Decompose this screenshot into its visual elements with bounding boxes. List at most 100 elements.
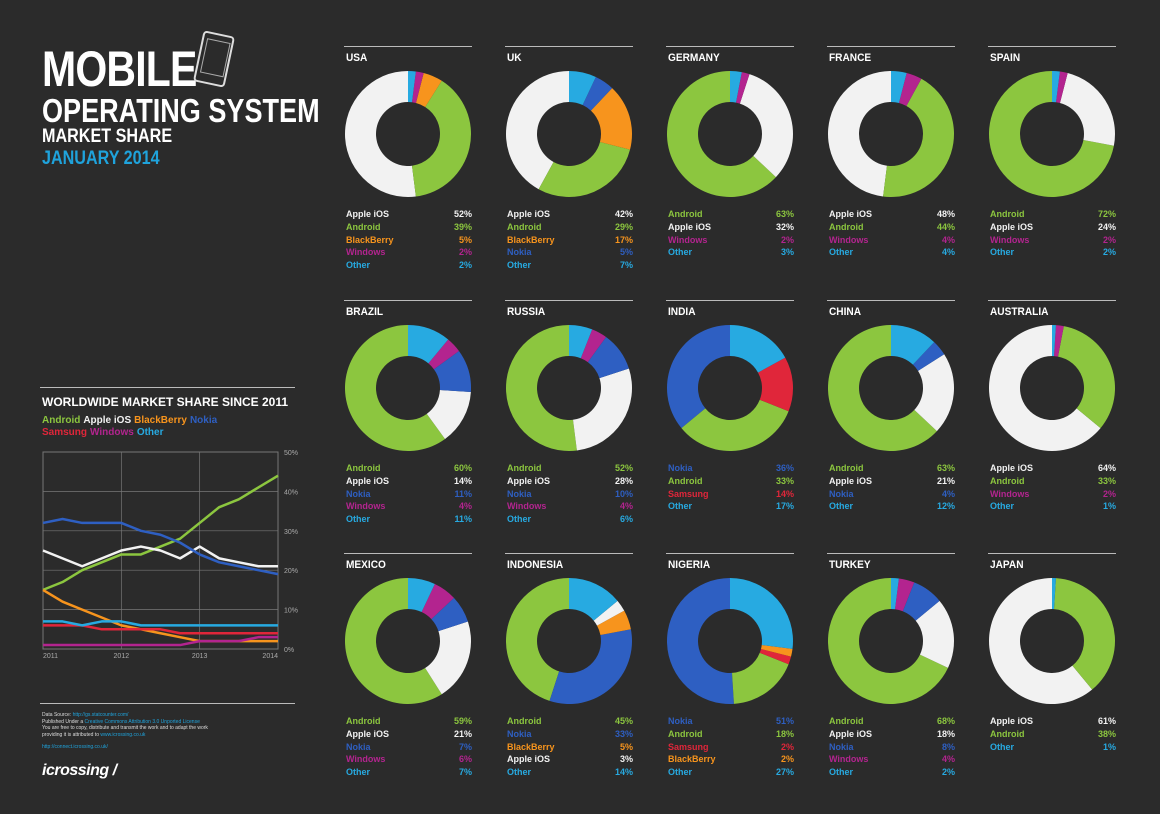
share-row: Apple iOS 14% xyxy=(346,475,472,488)
slice-android xyxy=(732,652,789,704)
divider xyxy=(505,46,633,47)
share-label: Other xyxy=(346,767,371,778)
y-tick-label: 10% xyxy=(284,608,298,615)
share-list: Android 52% Apple iOS 28% Nokia 10% Windows 4% O… xyxy=(507,462,633,526)
share-row: Nokia 8% xyxy=(829,741,955,754)
share-row: Apple iOS 64% xyxy=(990,462,1116,475)
share-label: Android xyxy=(990,209,1025,219)
share-value: 44% xyxy=(936,221,955,232)
share-value: 2% xyxy=(780,234,794,245)
share-label: Apple iOS xyxy=(829,475,873,486)
credit-connect-link[interactable]: http://connect.icrossing.co.uk/ xyxy=(42,744,108,750)
share-row: Samsung 2% xyxy=(668,741,794,754)
share-value: 32% xyxy=(775,221,794,232)
slice-other xyxy=(730,578,793,649)
slice-other xyxy=(891,71,907,104)
slice-samsung xyxy=(759,648,792,665)
slice-android xyxy=(1054,578,1115,690)
series-line-nokia xyxy=(42,517,279,576)
share-row: Nokia 4% xyxy=(829,488,955,501)
country-name: RUSSIA xyxy=(507,306,546,318)
divider xyxy=(988,46,1116,47)
legend-item-android: Android xyxy=(42,415,81,426)
divider xyxy=(827,300,955,301)
share-label: Windows xyxy=(829,234,869,245)
share-value: 6% xyxy=(458,754,472,765)
share-label: Windows xyxy=(346,247,386,258)
share-label: Samsung xyxy=(668,488,709,499)
share-row: Samsung 14% xyxy=(668,488,794,501)
share-row: Windows 4% xyxy=(346,500,472,513)
share-value: 64% xyxy=(1097,463,1116,473)
slice-nokia xyxy=(667,578,734,704)
credit-attribution-link[interactable]: www.icrossing.co.uk xyxy=(100,731,146,738)
share-label: Android xyxy=(990,728,1025,739)
share-label: Android xyxy=(829,716,864,726)
share-list: Apple iOS 48% Android 44% Windows 4% Other 4% xyxy=(829,208,955,259)
slice-windows xyxy=(895,578,915,612)
share-label: Windows xyxy=(346,501,386,512)
share-value: 11% xyxy=(454,488,472,499)
share-row: Apple iOS 18% xyxy=(829,728,955,741)
share-label: Apple iOS xyxy=(346,475,390,486)
share-label: BlackBerry xyxy=(346,234,394,245)
country-name: CHINA xyxy=(829,306,862,318)
share-value: 1% xyxy=(1102,741,1116,752)
donut-chart-australia xyxy=(989,325,1115,451)
share-value: 14% xyxy=(453,475,472,486)
share-value: 21% xyxy=(936,475,955,486)
y-tick-label: 40% xyxy=(284,489,298,496)
slice-windows xyxy=(412,71,424,104)
y-tick-label: 20% xyxy=(284,568,298,575)
share-label: BlackBerry xyxy=(668,754,716,765)
slice-blackberry xyxy=(597,610,631,636)
share-label: Nokia xyxy=(507,488,532,499)
share-label: Android xyxy=(668,728,703,739)
country-name: INDIA xyxy=(668,306,696,318)
share-row: Android 38% xyxy=(990,728,1116,741)
slice-other xyxy=(891,325,935,365)
credit-source-link[interactable]: http://gs.statcounter.com/ xyxy=(72,712,129,718)
slice-android xyxy=(538,141,631,197)
share-label: Apple iOS xyxy=(990,716,1034,726)
share-value: 7% xyxy=(458,741,472,752)
share-value: 61% xyxy=(1097,716,1116,726)
share-value: 28% xyxy=(614,475,633,486)
legend-item-blackberry: BlackBerry xyxy=(134,415,187,426)
slice-android xyxy=(345,578,442,704)
share-label: Apple iOS xyxy=(829,209,873,219)
slice-android xyxy=(412,80,471,197)
slice-android xyxy=(506,578,569,701)
divider xyxy=(40,703,295,704)
share-label: Apple iOS xyxy=(990,463,1034,473)
share-list: Apple iOS 64% Android 33% Windows 2% Other 1% xyxy=(990,462,1116,513)
share-row: BlackBerry 17% xyxy=(507,234,633,247)
country-name: INDONESIA xyxy=(507,559,564,571)
x-tick-label: 2012 xyxy=(114,653,130,660)
share-label: Android xyxy=(668,475,703,486)
slice-windows xyxy=(580,329,607,363)
share-value: 2% xyxy=(458,247,472,258)
share-label: Windows xyxy=(990,234,1030,245)
share-value: 52% xyxy=(453,209,472,219)
share-label: Nokia xyxy=(346,741,371,752)
credit-terms: You are free to copy, distribute and tra… xyxy=(42,725,208,731)
credit-source-label: Data Source: xyxy=(42,712,72,718)
share-value: 68% xyxy=(936,716,955,726)
share-label: BlackBerry xyxy=(507,741,555,752)
share-label: Apple iOS xyxy=(829,728,873,739)
share-value: 14% xyxy=(775,488,794,499)
share-value: 33% xyxy=(614,728,633,739)
share-label: Other xyxy=(829,501,854,512)
share-label: Android xyxy=(829,463,864,473)
share-value: 21% xyxy=(453,728,472,739)
share-row: Other 27% xyxy=(668,766,794,779)
slice-apple-ios xyxy=(989,325,1101,451)
credit-license-link[interactable]: Creative Commons Attribution 3.0 Unporte… xyxy=(84,718,200,725)
slice-android xyxy=(345,325,446,451)
slice-apple-ios xyxy=(593,600,625,626)
share-row: Android 63% xyxy=(829,462,955,475)
y-tick-label: 0% xyxy=(284,647,294,654)
slice-other xyxy=(408,325,449,364)
share-value: 2% xyxy=(1102,247,1116,258)
